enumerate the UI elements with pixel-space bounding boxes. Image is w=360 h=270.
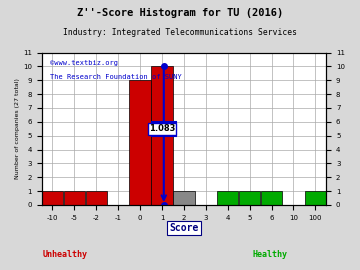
Text: 1.083: 1.083 xyxy=(149,124,175,133)
Bar xyxy=(64,191,85,205)
Bar xyxy=(130,80,151,205)
Bar xyxy=(239,191,260,205)
Bar xyxy=(305,191,326,205)
Text: Unhealthy: Unhealthy xyxy=(42,250,87,259)
Bar xyxy=(261,191,282,205)
Text: The Research Foundation of SUNY: The Research Foundation of SUNY xyxy=(50,74,182,80)
Text: ©www.textbiz.org: ©www.textbiz.org xyxy=(50,60,118,66)
Text: Industry: Integrated Telecommunications Services: Industry: Integrated Telecommunications … xyxy=(63,28,297,37)
Text: Healthy: Healthy xyxy=(252,250,288,259)
Bar xyxy=(217,191,238,205)
Bar xyxy=(86,191,107,205)
Y-axis label: Number of companies (27 total): Number of companies (27 total) xyxy=(15,78,20,179)
Bar xyxy=(173,191,194,205)
X-axis label: Score: Score xyxy=(169,223,199,233)
Bar xyxy=(151,66,172,205)
Text: Z''-Score Histogram for TU (2016): Z''-Score Histogram for TU (2016) xyxy=(77,8,283,18)
Bar xyxy=(42,191,63,205)
